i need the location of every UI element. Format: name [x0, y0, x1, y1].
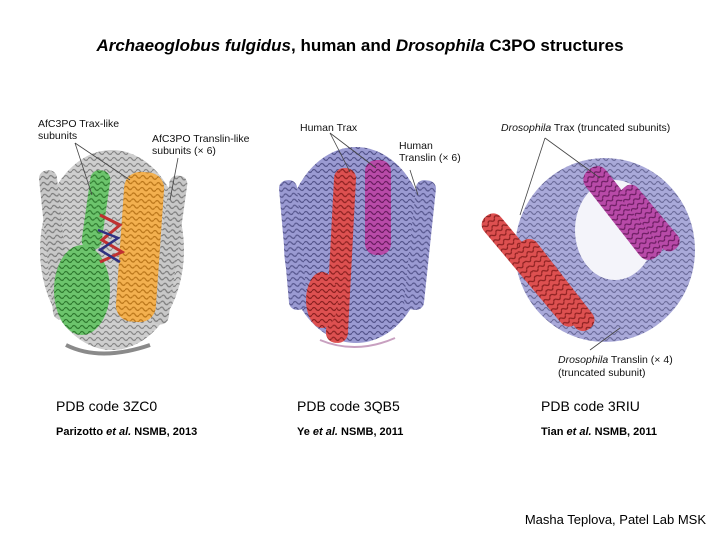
pdb-code-human: PDB code 3QB5 — [297, 398, 400, 414]
afc3po-trax-label: AfC3PO Trax-like subunits — [38, 118, 120, 142]
drosophila-translin-text: Translin (× 4) — [608, 354, 673, 366]
drosophila-trax-label: Drosophila Trax (truncated subunits) — [501, 122, 670, 134]
drosophila-c3po-structure — [481, 158, 695, 342]
citation-drosophila: Tian et al. NSMB, 2011 — [541, 426, 657, 438]
human-trax-label: Human Trax — [300, 122, 358, 134]
citation-afc3po: Parizotto et al. NSMB, 2013 — [56, 426, 197, 438]
drosophila-translin-note: (truncated subunit) — [558, 367, 646, 379]
drosophila-trax-text: Trax (truncated subunits) — [551, 122, 671, 134]
citation-journal: NSMB, 2011 — [338, 426, 404, 438]
citation-etal: et al. — [106, 426, 132, 438]
human-c3po-structure — [279, 147, 436, 349]
citation-journal: NSMB, 2011 — [591, 426, 657, 438]
citation-human: Ye et al. NSMB, 2011 — [297, 426, 403, 438]
title-organism-2: Drosophila — [395, 36, 485, 55]
author-credit: Masha Teplova, Patel Lab MSK — [524, 512, 706, 527]
citation-author: Ye — [297, 426, 310, 438]
slide-title: Archaeoglobus fulgidus, human and Drosop… — [0, 36, 720, 56]
title-end: C3PO structures — [484, 36, 624, 55]
citation-author: Parizotto — [56, 426, 104, 438]
title-middle: , human and — [291, 36, 396, 55]
pdb-code-afc3po: PDB code 3ZC0 — [56, 398, 158, 414]
drosophila-translin-species: Drosophila — [558, 354, 609, 366]
citation-etal: et al. — [312, 426, 338, 438]
drosophila-translin-label: Drosophila Translin (× 4) — [558, 354, 673, 366]
citation-etal: et al. — [566, 426, 592, 438]
title-organism: Archaeoglobus fulgidus — [96, 36, 292, 55]
drosophila-trax-species: Drosophila — [501, 122, 552, 134]
pdb-code-drosophila: PDB code 3RIU — [541, 398, 640, 414]
afc3po-structure — [39, 150, 188, 356]
afc3po-translin-label: AfC3PO Translin-like subunits (× 6) — [152, 133, 250, 157]
citation-author: Tian — [541, 426, 564, 438]
human-translin-label: Human Translin (× 6) — [399, 140, 461, 164]
citation-journal: NSMB, 2013 — [131, 426, 198, 438]
